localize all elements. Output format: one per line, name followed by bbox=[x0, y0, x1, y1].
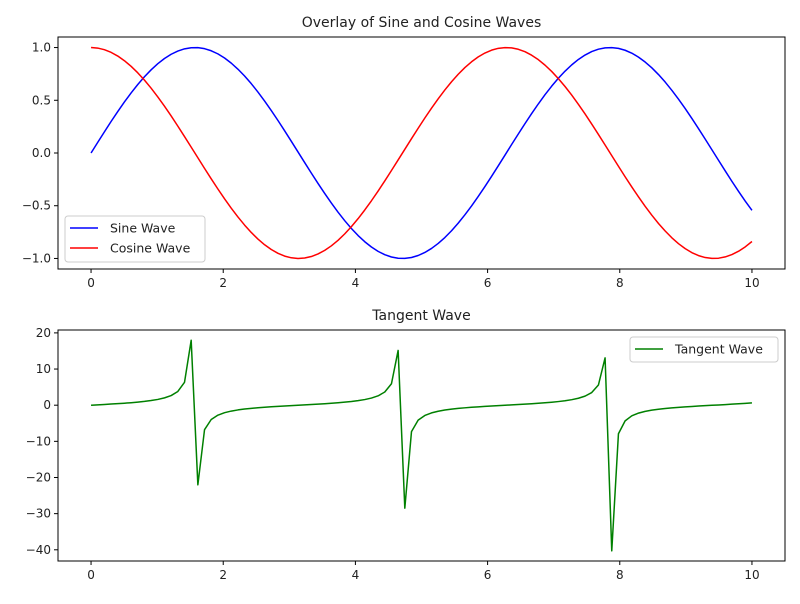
legend: Sine Wave Cosine Wave bbox=[64, 215, 206, 263]
y-tick-label: −1.0 bbox=[22, 251, 51, 265]
x-tick-label: 6 bbox=[484, 568, 492, 582]
y-tick-label: 0 bbox=[43, 398, 51, 412]
y-tick-label: −10 bbox=[26, 434, 51, 448]
y-tick-label: 0.5 bbox=[32, 93, 51, 107]
series-line-tan bbox=[91, 339, 753, 552]
legend-label: Cosine Wave bbox=[110, 241, 191, 256]
y-tick-label: 0.0 bbox=[32, 146, 51, 160]
x-tick-label: 2 bbox=[219, 276, 227, 290]
x-tick-label: 2 bbox=[219, 568, 227, 582]
subplot-2: Tangent Wave 0 2 4 6 8 10 20 10 0 −10 −20 −30 −40 Tang… bbox=[26, 308, 786, 582]
x-tick-label: 4 bbox=[352, 568, 360, 582]
chart-title: Tangent Wave bbox=[371, 308, 470, 324]
y-tick-label: −20 bbox=[26, 470, 51, 484]
x-tick-label: 6 bbox=[484, 276, 492, 290]
x-tick-label: 4 bbox=[352, 276, 360, 290]
axes-frame bbox=[57, 329, 786, 562]
y-tick-label: 10 bbox=[36, 362, 51, 376]
chart-title: Overlay of Sine and Cosine Waves bbox=[302, 15, 542, 31]
subplot-1: Overlay of Sine and Cosine Waves 0 2 4 6 8 10 1… bbox=[22, 15, 786, 290]
x-tick-label: 0 bbox=[87, 568, 95, 582]
y-tick-label: 1.0 bbox=[32, 41, 51, 55]
legend-box bbox=[64, 215, 206, 263]
series-line-cos bbox=[90, 46, 753, 260]
legend-label: Tangent Wave bbox=[674, 342, 763, 357]
legend: Tangent Wave bbox=[629, 336, 779, 363]
y-tick-label: −0.5 bbox=[22, 199, 51, 213]
legend-label: Sine Wave bbox=[110, 221, 176, 236]
x-tick-label: 0 bbox=[87, 276, 95, 290]
y-tick-label: −30 bbox=[26, 507, 51, 521]
y-tick-label: −40 bbox=[26, 543, 51, 557]
legend-box bbox=[629, 336, 779, 363]
x-tick-label: 10 bbox=[744, 276, 759, 290]
x-tick-label: 8 bbox=[616, 276, 624, 290]
y-tick-label: 20 bbox=[36, 326, 51, 340]
x-tick-label: 10 bbox=[744, 568, 759, 582]
series-line-sin bbox=[90, 46, 753, 260]
x-tick-label: 8 bbox=[616, 568, 624, 582]
